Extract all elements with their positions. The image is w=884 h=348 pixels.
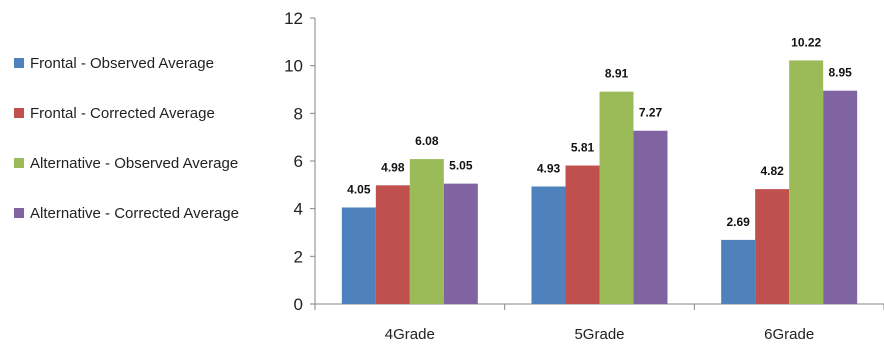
legend-item-alternative-corrected: Alternative - Corrected Average	[14, 203, 239, 223]
legend-swatch	[14, 158, 24, 168]
y-tick-label: 8	[294, 104, 303, 123]
data-label: 4.98	[381, 160, 405, 174]
bar	[823, 90, 858, 304]
bar	[409, 159, 444, 304]
x-tick-label: 5Grade	[574, 326, 624, 343]
bar	[375, 185, 410, 304]
bar	[721, 239, 756, 304]
bar	[443, 183, 478, 304]
y-tick-label: 6	[294, 152, 303, 171]
legend-swatch	[14, 58, 24, 68]
x-tick-label: 4Grade	[385, 326, 435, 343]
bar	[633, 130, 668, 304]
data-label: 4.82	[760, 164, 784, 178]
y-tick-label: 4	[294, 200, 303, 219]
bar	[789, 60, 824, 304]
y-tick-label: 0	[294, 295, 303, 314]
data-label: 7.27	[639, 106, 663, 120]
data-label: 5.05	[449, 159, 473, 173]
chart-legend: Frontal - Observed Average Frontal - Cor…	[0, 0, 300, 348]
legend-swatch	[14, 108, 24, 118]
bar	[755, 189, 790, 304]
legend-item-frontal-observed: Frontal - Observed Average	[14, 53, 214, 73]
legend-item-frontal-corrected: Frontal - Corrected Average	[14, 103, 215, 123]
data-label: 8.91	[605, 67, 629, 81]
data-label: 5.81	[571, 141, 595, 155]
data-label: 2.69	[726, 215, 750, 229]
legend-label: Frontal - Observed Average	[30, 54, 214, 72]
x-tick-label: 6Grade	[764, 326, 814, 343]
y-tick-label: 2	[294, 247, 303, 266]
y-tick-label: 12	[284, 9, 303, 28]
bar	[565, 165, 600, 304]
y-tick-label: 10	[284, 57, 303, 76]
legend-label: Alternative - Observed Average	[30, 154, 239, 172]
data-label: 4.93	[537, 162, 561, 176]
legend-item-alternative-observed: Alternative - Observed Average	[14, 153, 238, 173]
legend-label: Alternative - Corrected Average	[30, 204, 239, 222]
legend-label: Frontal - Corrected Average	[30, 104, 215, 122]
bar	[531, 186, 566, 304]
data-label: 6.08	[415, 134, 439, 148]
data-label: 8.95	[828, 66, 852, 80]
bar	[599, 91, 634, 305]
legend-swatch	[14, 208, 24, 218]
data-label: 4.05	[347, 182, 371, 196]
bar	[341, 207, 376, 304]
data-label: 10.22	[791, 35, 821, 49]
